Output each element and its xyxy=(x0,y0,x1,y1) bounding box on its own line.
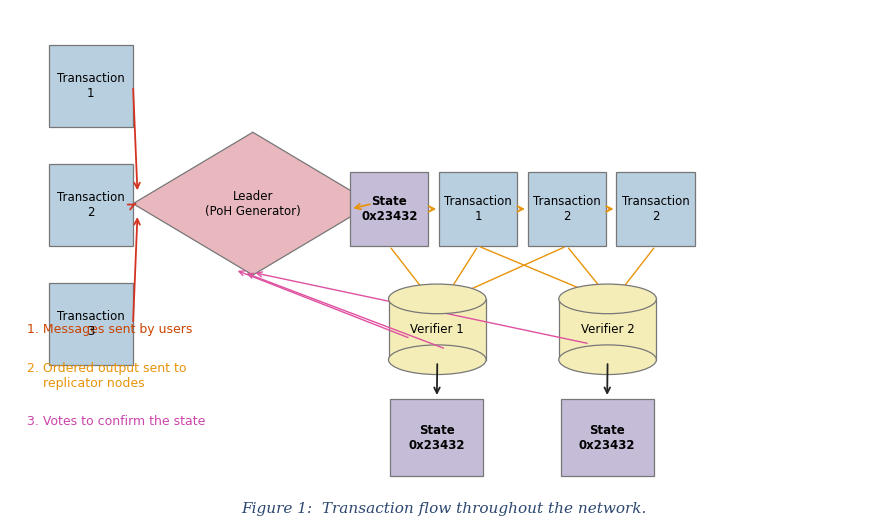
FancyBboxPatch shape xyxy=(439,172,517,246)
FancyBboxPatch shape xyxy=(560,399,653,476)
Ellipse shape xyxy=(558,284,656,314)
FancyBboxPatch shape xyxy=(49,283,133,365)
Polygon shape xyxy=(388,299,486,360)
Text: 3. Votes to confirm the state: 3. Votes to confirm the state xyxy=(27,415,205,428)
FancyBboxPatch shape xyxy=(390,399,483,476)
Text: 2. Ordered output sent to
    replicator nodes: 2. Ordered output sent to replicator nod… xyxy=(27,362,186,390)
Text: Transaction
2: Transaction 2 xyxy=(57,191,125,219)
Text: Verifier 2: Verifier 2 xyxy=(580,323,633,336)
Text: State
0x23432: State 0x23432 xyxy=(579,424,634,452)
Ellipse shape xyxy=(558,345,656,375)
Text: Figure 1:  Transaction flow throughout the network.: Figure 1: Transaction flow throughout th… xyxy=(240,502,646,516)
Text: Transaction
3: Transaction 3 xyxy=(57,310,125,338)
Polygon shape xyxy=(558,299,656,360)
Text: Transaction
1: Transaction 1 xyxy=(444,195,511,223)
FancyBboxPatch shape xyxy=(49,164,133,246)
FancyBboxPatch shape xyxy=(616,172,694,246)
FancyBboxPatch shape xyxy=(350,172,428,246)
Ellipse shape xyxy=(388,345,486,375)
Text: State
0x23432: State 0x23432 xyxy=(408,424,464,452)
Text: Transaction
1: Transaction 1 xyxy=(57,72,125,100)
Text: State
0x23432: State 0x23432 xyxy=(361,195,417,223)
Text: 1. Messages sent by users: 1. Messages sent by users xyxy=(27,323,191,336)
Text: Transaction
2: Transaction 2 xyxy=(532,195,600,223)
Text: Verifier 1: Verifier 1 xyxy=(410,323,463,336)
Ellipse shape xyxy=(388,284,486,314)
FancyBboxPatch shape xyxy=(527,172,605,246)
Text: Leader
(PoH Generator): Leader (PoH Generator) xyxy=(205,190,300,217)
FancyBboxPatch shape xyxy=(49,45,133,127)
Text: Transaction
2: Transaction 2 xyxy=(621,195,688,223)
Polygon shape xyxy=(133,132,372,275)
